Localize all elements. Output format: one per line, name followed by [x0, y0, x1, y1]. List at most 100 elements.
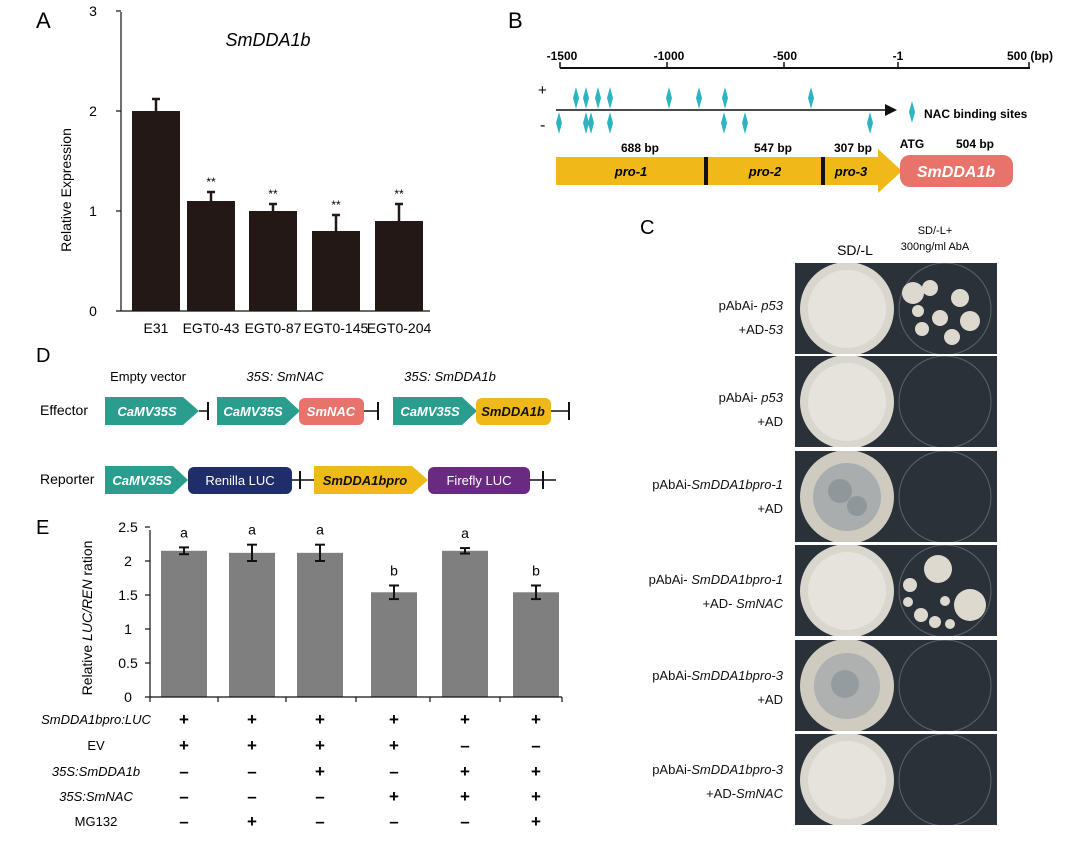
- plate-rim: [898, 356, 992, 447]
- treatment-symbol: +: [315, 762, 325, 781]
- yeast-plate-row: [795, 356, 997, 447]
- nac-binding-site-icon: [583, 87, 589, 109]
- promoter-segments-arrow: [556, 149, 902, 193]
- nac-binding-site-icon: [588, 112, 594, 134]
- y-tick-label: 0: [89, 303, 97, 319]
- panel-a-ylabel: Relative Expression: [58, 128, 74, 252]
- y-tick-label: 0.5: [118, 655, 138, 671]
- camv35s-promoter-arrow: [393, 397, 477, 425]
- treatment-symbol: +: [460, 787, 470, 806]
- treatment-symbol: +: [247, 710, 257, 729]
- camv35s-label: CaMV35S: [400, 404, 460, 419]
- y-tick-label: 1.5: [118, 587, 138, 603]
- camv35s-label: CaMV35S: [117, 404, 177, 419]
- group-letter: b: [532, 562, 540, 578]
- colony: [940, 596, 950, 606]
- plate-rim: [898, 263, 992, 354]
- nac-binding-site-icon: [583, 112, 589, 134]
- treatment-symbol: +: [179, 736, 189, 755]
- reporter-label: Reporter: [40, 471, 95, 487]
- camv35s-promoter-arrow: [217, 397, 300, 425]
- colony: [903, 578, 917, 592]
- group-letter: a: [316, 522, 324, 538]
- camv35s-promoter-arrow: [105, 397, 199, 425]
- nac-binding-site-icon: [607, 112, 613, 134]
- bar: [187, 201, 235, 311]
- panel-c-labels: C SD/-L SD/-L+ 300ng/ml AbA: [640, 217, 970, 258]
- y-tick-label: 1: [124, 621, 132, 637]
- panel-c-letter: C: [640, 217, 654, 239]
- yeast-plate-row: [795, 263, 997, 354]
- smdda1bpro-label: SmDDA1bpro: [323, 473, 408, 488]
- colony: [912, 305, 924, 317]
- firefly-luc: [428, 467, 530, 494]
- treatment-symbol: +: [389, 787, 399, 806]
- significance-label: **: [206, 175, 216, 189]
- category-label: E31: [144, 320, 169, 336]
- treatment-symbol: –: [179, 762, 188, 781]
- treatment-symbol: +: [179, 710, 189, 729]
- colony: [951, 289, 969, 307]
- treatment-symbol: +: [315, 736, 325, 755]
- treatment-label: 35S:SmDDA1b: [52, 764, 140, 779]
- colony: [945, 619, 955, 629]
- colony: [922, 280, 938, 296]
- nac-binding-site-icon: [666, 87, 672, 109]
- nac-binding-site-icon: [607, 87, 613, 109]
- treatment-symbol: –: [531, 736, 540, 755]
- renilla-label: Renilla LUC: [205, 473, 274, 488]
- treatment-symbol: +: [247, 812, 257, 831]
- bar: [229, 552, 275, 697]
- bar: [375, 221, 423, 311]
- bar: [297, 552, 343, 697]
- treatment-label: SmDDA1bpro:LUC: [41, 712, 151, 727]
- treatment-symbol: +: [460, 710, 470, 729]
- plus-strand-label: +: [538, 82, 547, 99]
- nac-binding-site-icon: [696, 87, 702, 109]
- panel-a-letter: A: [36, 8, 51, 33]
- panel-e-ylabel: Relative LUC/REN ration: [79, 541, 95, 696]
- bar: [132, 111, 180, 311]
- smnac-label: SmNAC: [307, 404, 356, 419]
- segment-length: 547 bp: [754, 141, 792, 155]
- colony: [932, 310, 948, 326]
- treatment-symbol: –: [460, 736, 469, 755]
- panel-e-letter: E: [36, 517, 49, 539]
- yeast-plate-row: [795, 451, 997, 542]
- bar: [161, 550, 207, 697]
- plate-rim: [898, 451, 992, 542]
- yeast-row-label: pAbAi-SmDDA1bpro-1 +AD: [652, 477, 783, 516]
- yeast-row-label: pAbAi- SmDDA1bpro-1 +AD- SmNAC: [648, 572, 783, 611]
- segment-label: pro-1: [614, 164, 648, 179]
- camv35s-promoter-arrow: [105, 466, 188, 494]
- treatment-symbol: +: [460, 762, 470, 781]
- yeast-row-label: pAbAi- p53 +AD-53: [718, 298, 783, 337]
- group-letter: b: [390, 562, 398, 578]
- yeast-plate-row: [795, 734, 997, 825]
- category-label: EGT0-145: [304, 320, 369, 336]
- atg-label: ATG: [900, 137, 924, 151]
- significance-label: **: [331, 198, 341, 212]
- minus-strand-label: -: [540, 117, 545, 134]
- y-tick-label: 2: [89, 103, 97, 119]
- group-letter: a: [461, 525, 469, 541]
- scale-label: -1500: [547, 49, 578, 63]
- significance-label: **: [394, 187, 404, 201]
- gene-box: [900, 155, 1013, 187]
- construct-title: Empty vector: [110, 369, 187, 384]
- camv35s-label: CaMV35S: [223, 404, 283, 419]
- treatment-symbol: –: [389, 812, 398, 831]
- treatment-symbol: –: [179, 812, 188, 831]
- category-label: EGT0-204: [367, 320, 432, 336]
- scale-label: -1: [893, 49, 904, 63]
- category-label: EGT0-87: [245, 320, 302, 336]
- gene-label: SmDDA1b: [917, 164, 995, 181]
- bar: [513, 592, 559, 697]
- colony: [915, 322, 929, 336]
- renilla-luc: [188, 467, 292, 494]
- construct-title: 35S: SmNAC: [246, 369, 324, 384]
- treatment-symbol: +: [389, 710, 399, 729]
- y-tick-label: 3: [89, 3, 97, 19]
- y-tick-label: 0: [124, 689, 132, 705]
- panel-d-letter: D: [36, 345, 50, 367]
